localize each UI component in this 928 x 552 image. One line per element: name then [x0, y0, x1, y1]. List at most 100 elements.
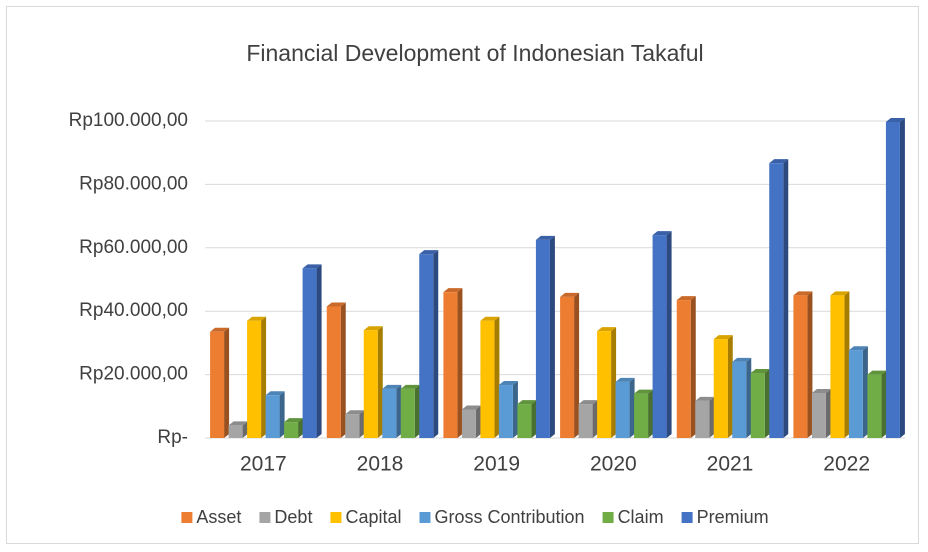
bar-side — [844, 291, 850, 438]
bar-top — [302, 264, 322, 269]
bar-side — [746, 357, 752, 438]
bar-top — [713, 335, 733, 340]
bar — [676, 300, 691, 438]
bar-top — [695, 396, 715, 401]
chart-title: Financial Development of Indonesian Taka… — [246, 40, 703, 66]
bar-top — [652, 231, 672, 236]
bar — [830, 295, 845, 438]
bar-side — [899, 117, 905, 439]
bar-side — [433, 250, 439, 438]
bar-side — [629, 377, 635, 438]
bar-side — [807, 291, 813, 438]
bar — [652, 235, 667, 438]
bar-side — [279, 391, 285, 438]
bar-top — [382, 384, 402, 389]
bar-top — [769, 159, 789, 164]
y-tick-label: Rp20.000,00 — [79, 364, 188, 385]
bar-top — [885, 117, 905, 122]
bar-side — [224, 327, 230, 438]
y-tick-label: Rp- — [157, 427, 188, 448]
bar — [345, 414, 360, 438]
bar — [210, 331, 225, 438]
bar-top — [345, 410, 365, 415]
bar-top — [634, 389, 654, 394]
bar-side — [764, 369, 770, 438]
bar-side — [242, 421, 248, 438]
bar-side — [825, 388, 831, 438]
legend-label: Asset — [196, 507, 241, 527]
legend-label: Debt — [274, 507, 312, 527]
bar-top — [443, 288, 463, 293]
legend-label: Claim — [618, 507, 664, 527]
bar — [578, 404, 593, 438]
bar — [885, 121, 900, 439]
bar-side — [377, 326, 383, 438]
bar — [695, 400, 710, 438]
bar — [461, 409, 476, 438]
bar-top — [750, 369, 770, 374]
bar-top — [265, 391, 285, 396]
legend-swatch — [259, 512, 271, 523]
bar — [326, 306, 341, 438]
bar-side — [261, 316, 267, 438]
bar — [498, 385, 513, 438]
y-tick-label: Rp80.000,00 — [79, 173, 188, 194]
bar-top — [480, 316, 500, 321]
legend-swatch — [602, 512, 614, 523]
bar-side — [340, 302, 346, 438]
bar-top — [535, 235, 555, 240]
bar-top — [848, 346, 868, 351]
bar — [867, 374, 882, 438]
bar-top — [363, 326, 383, 331]
bar-side — [512, 381, 518, 438]
bar-top — [867, 370, 887, 375]
bar-top — [461, 405, 481, 410]
bar — [382, 388, 397, 438]
bar — [793, 295, 808, 438]
bar-side — [862, 346, 868, 438]
y-tick-label: Rp40.000,00 — [79, 300, 188, 321]
bar-top — [400, 384, 420, 389]
y-tick-label: Rp60.000,00 — [79, 237, 188, 258]
bar — [400, 388, 415, 438]
bar-top — [247, 316, 267, 321]
bar-side — [359, 410, 365, 438]
legend-swatch — [181, 512, 193, 523]
bar-side — [648, 389, 654, 438]
bar-side — [316, 264, 322, 438]
bar — [419, 254, 434, 438]
bar-side — [298, 418, 304, 438]
bar-side — [396, 384, 402, 438]
bar — [750, 373, 765, 438]
bar — [228, 425, 243, 438]
bar-side — [574, 292, 580, 438]
bar — [265, 395, 280, 438]
bar-top — [732, 357, 752, 362]
bar-side — [666, 231, 672, 438]
bar-top — [284, 418, 304, 423]
bar-side — [709, 396, 715, 438]
bar — [848, 350, 863, 438]
x-tick-label: 2021 — [707, 453, 754, 476]
bar-side — [783, 159, 789, 438]
bar-side — [727, 335, 733, 438]
legend-label: Premium — [697, 507, 769, 527]
bar-top — [498, 381, 518, 386]
bar — [560, 296, 575, 438]
bar — [732, 361, 747, 438]
bar — [634, 393, 649, 438]
bar-top — [830, 291, 850, 296]
y-tick-label: Rp100.000,00 — [69, 110, 188, 131]
bar-side — [690, 296, 696, 438]
legend-label: Capital — [345, 507, 401, 527]
bar-top — [615, 377, 635, 382]
bar-top — [228, 421, 248, 426]
bar-side — [475, 405, 481, 438]
bar — [443, 292, 458, 438]
bar-side — [531, 400, 537, 438]
bar-top — [560, 292, 580, 297]
bar-top — [419, 250, 439, 255]
bar-side — [414, 384, 420, 438]
x-tick-label: 2020 — [590, 453, 637, 476]
